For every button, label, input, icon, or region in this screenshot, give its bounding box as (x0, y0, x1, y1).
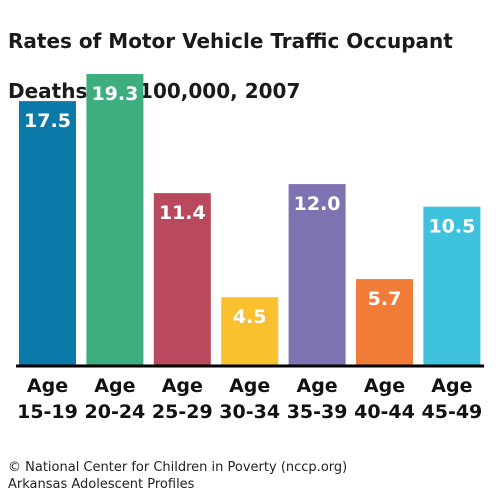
x-tick-label-line2-1: 20-24 (85, 401, 146, 423)
x-tick-label-line2-0: 15-19 (17, 401, 78, 423)
x-tick-label-line2-4: 35-39 (287, 401, 348, 423)
source-line1: © National Center for Children in Povert… (8, 460, 348, 475)
chart-title: Rates of Motor Vehicle Traffic Occupant … (8, 4, 488, 129)
bar-3 (221, 297, 279, 365)
bar-2 (153, 193, 211, 365)
source-note: © National Center for Children in Povert… (8, 459, 488, 493)
bar-value-label-3: 4.5 (233, 306, 267, 328)
bar-4 (288, 184, 346, 365)
bar-value-label-5: 5.7 (368, 288, 402, 310)
source-line2: Arkansas Adolescent Profiles (8, 477, 195, 492)
x-tick-label-line1-2: Age (162, 375, 203, 397)
bar-value-label-1: 19.3 (91, 83, 138, 105)
x-tick-label-line2-2: 25-29 (152, 401, 213, 423)
bar-6 (423, 206, 481, 365)
x-tick-label-line1-3: Age (229, 375, 270, 397)
bar-value-label-0: 17.5 (24, 110, 71, 132)
x-tick-label-line1-5: Age (364, 375, 405, 397)
x-tick-label-line2-6: 45-49 (422, 401, 483, 423)
x-tick-label-line1-0: Age (27, 375, 68, 397)
bar-5 (356, 279, 413, 365)
x-tick-label-line2-5: 40-44 (354, 401, 415, 423)
x-tick-labels: Age 15-19 Age 20-24 Age 25-29 Age 30-34 Age 35-39… (17, 375, 482, 423)
bar-0 (19, 101, 76, 365)
x-tick-label-line1-4: Age (296, 375, 337, 397)
bar-1 (86, 74, 144, 365)
x-tick-label-line2-3: 30-34 (219, 401, 280, 423)
bar-value-label-4: 12.0 (294, 193, 341, 215)
x-tick-label-line1-1: Age (94, 375, 135, 397)
bar-value-label-2: 11.4 (159, 202, 206, 224)
bars-group: 17.5 19.3 11.4 4.5 12.0 5.7 10.5 (19, 74, 481, 365)
bar-value-label-6: 10.5 (428, 216, 475, 238)
chart-title-line1: Rates of Motor Vehicle Traffic Occupant (8, 29, 453, 53)
x-tick-label-line1-6: Age (431, 375, 472, 397)
